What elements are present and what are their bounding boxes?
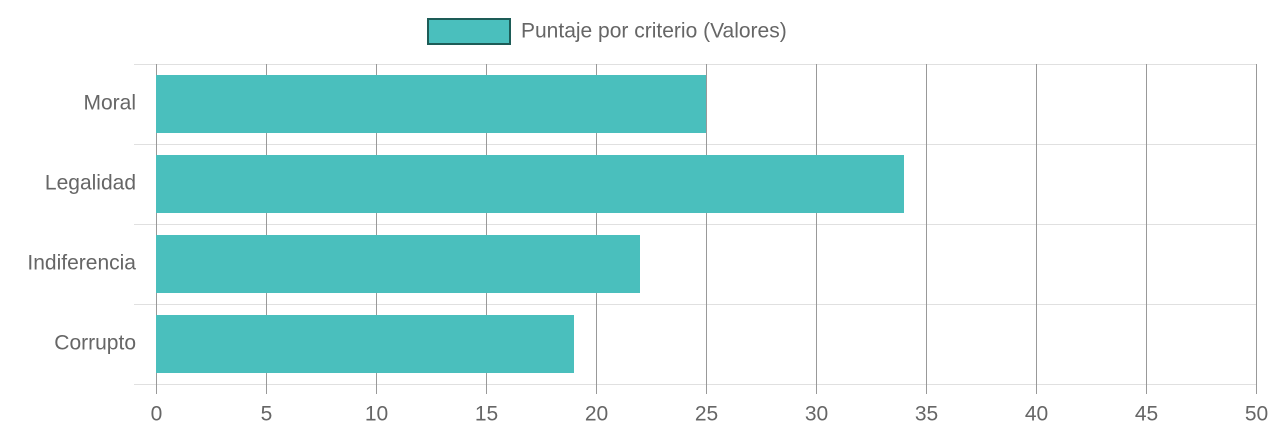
- bar: [156, 235, 640, 293]
- x-tick-label: 25: [695, 403, 718, 426]
- x-tick-label: 50: [1245, 403, 1268, 426]
- legend-swatch: [427, 18, 511, 45]
- x-tick-label: 30: [805, 403, 828, 426]
- x-tick-label: 15: [475, 403, 498, 426]
- x-tick-label: 20: [585, 403, 608, 426]
- x-tick-label: 10: [365, 403, 388, 426]
- x-tick-label: 35: [915, 403, 938, 426]
- x-tick-label: 5: [261, 403, 273, 426]
- x-tick-label: 45: [1135, 403, 1158, 426]
- y-tick-label: Legalidad: [45, 172, 136, 195]
- x-tick-label: 40: [1025, 403, 1048, 426]
- bar: [156, 155, 904, 213]
- x-tick-label: 0: [151, 403, 163, 426]
- y-tick-label: Corrupto: [54, 332, 136, 355]
- bar: [156, 75, 706, 133]
- legend-label: Puntaje por criterio (Valores): [521, 20, 787, 43]
- bar: [156, 315, 574, 373]
- y-tick-label: Indiferencia: [27, 252, 136, 275]
- y-tick-label: Moral: [83, 92, 136, 115]
